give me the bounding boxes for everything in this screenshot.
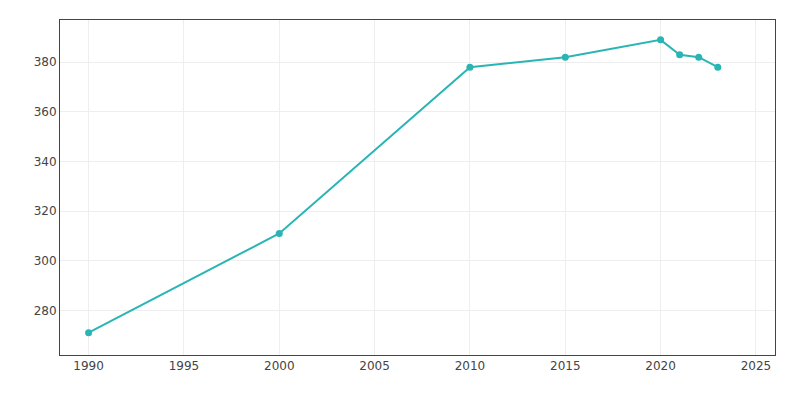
svg-text:280: 280: [34, 304, 57, 318]
svg-text:1990: 1990: [73, 359, 104, 373]
svg-text:2015: 2015: [550, 359, 581, 373]
svg-text:360: 360: [34, 105, 57, 119]
svg-text:2020: 2020: [645, 359, 676, 373]
svg-text:300: 300: [34, 254, 57, 268]
svg-text:320: 320: [34, 204, 57, 218]
svg-text:2000: 2000: [264, 359, 295, 373]
svg-text:380: 380: [34, 55, 57, 69]
svg-text:340: 340: [34, 155, 57, 169]
svg-text:2025: 2025: [741, 359, 772, 373]
svg-text:2005: 2005: [359, 359, 390, 373]
svg-text:1995: 1995: [169, 359, 200, 373]
svg-text:2010: 2010: [455, 359, 486, 373]
